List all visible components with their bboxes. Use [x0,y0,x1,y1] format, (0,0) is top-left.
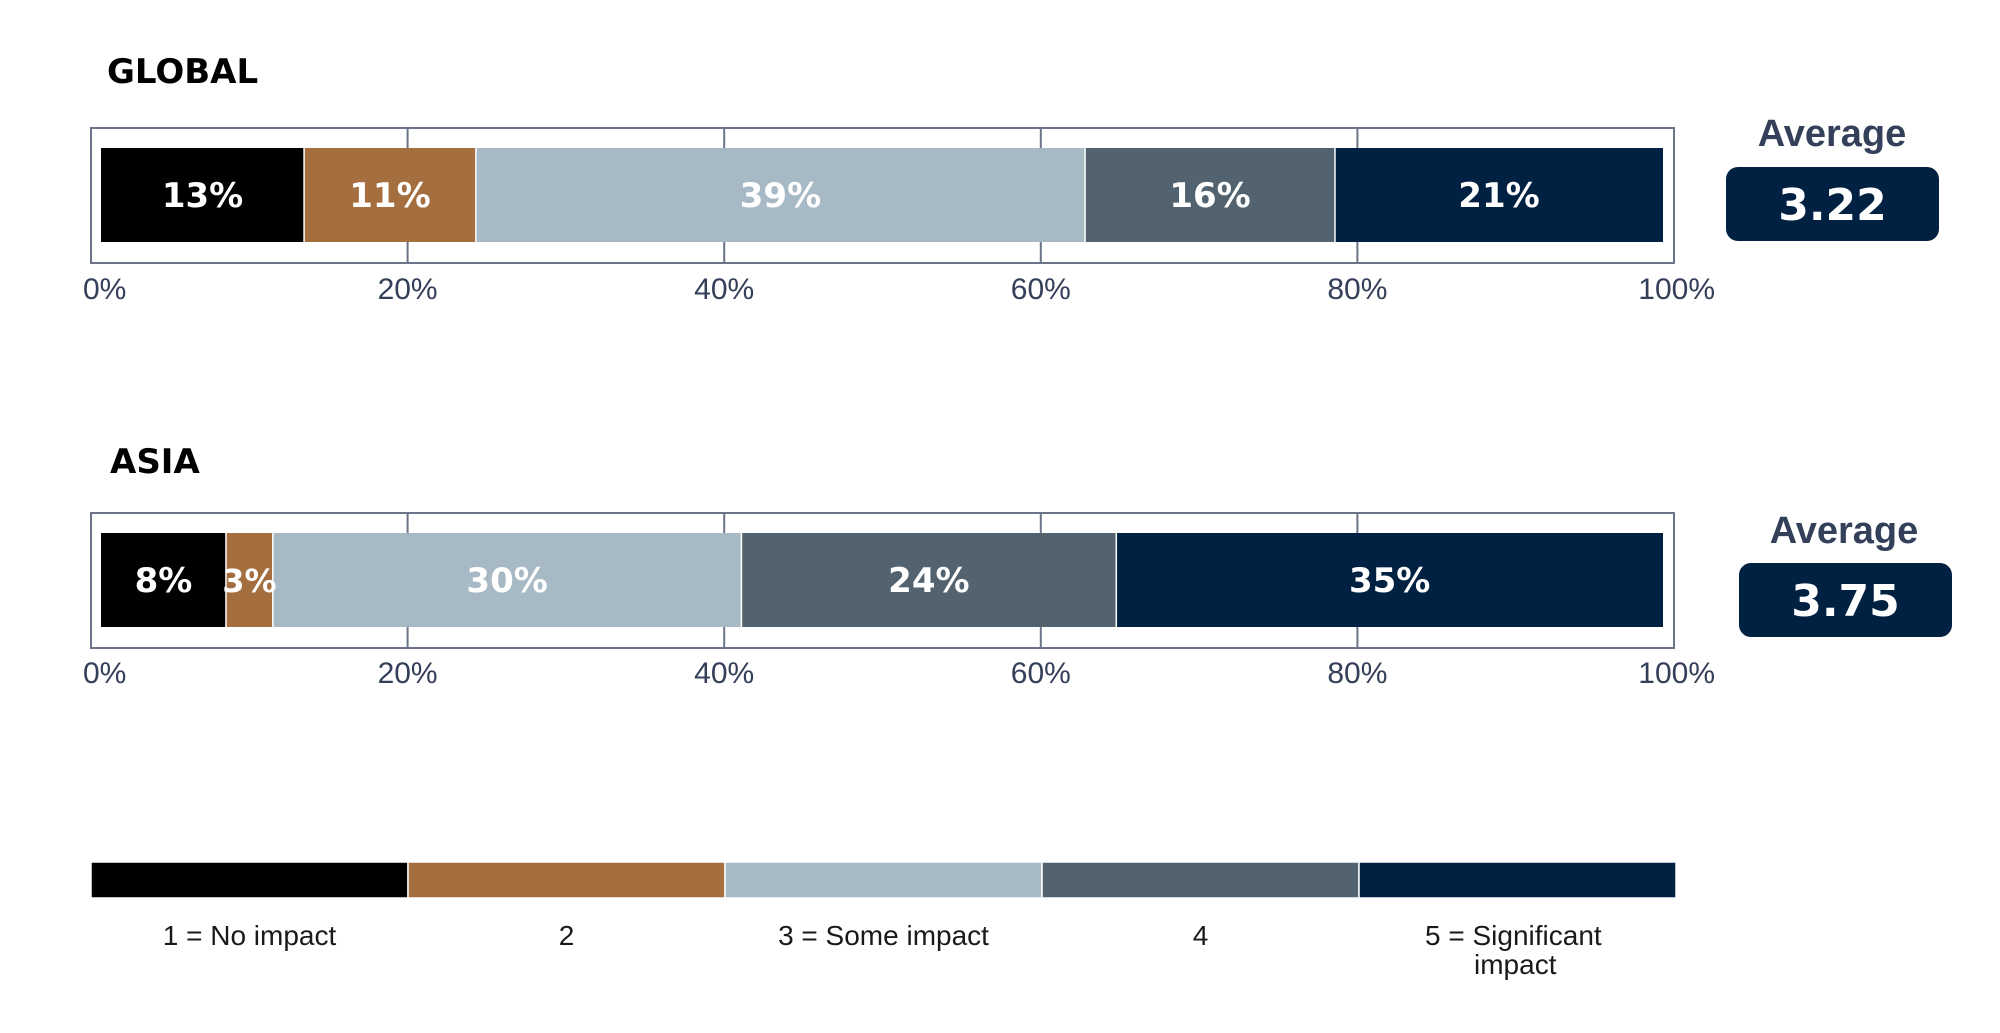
asia-bar-segment [225,533,273,627]
legend-label: 4 [1193,920,1209,951]
global-average-value: 3.22 [1778,180,1887,231]
legend-label: 1 = No impact [163,920,337,951]
asia-x-tick-label: 100% [1638,657,1715,690]
global-x-tick-label: 40% [694,273,754,306]
global-x-tick-label: 100% [1638,273,1715,306]
global-chart-title: GLOBAL [107,52,258,92]
asia-bar-segment [1116,533,1663,627]
asia-x-tick-label: 60% [1011,657,1071,690]
global-x-tick-label: 80% [1327,273,1387,306]
asia-average-value: 3.75 [1791,576,1900,627]
asia-chart-title: ASIA [110,442,200,482]
global-data-label: 16% [1169,176,1250,216]
global-data-label: 13% [162,176,243,216]
legend-swatch [407,861,726,899]
legend-swatch [724,861,1043,899]
global-bar-segment [1085,148,1335,242]
legend-swatch [90,861,409,899]
global-bar-segment [475,148,1086,242]
global-bar-segment [1334,148,1663,242]
legend-swatch [1358,861,1677,899]
global-x-tick-label: 60% [1011,273,1071,306]
legend-label: 2 [559,920,575,951]
global-data-label: 21% [1458,176,1539,216]
asia-bar-segment [741,533,1117,627]
asia-data-label: 35% [1349,561,1430,601]
global-data-label: 39% [740,176,821,216]
global-average-title: Average [1758,113,1907,155]
legend-label: 3 = Some impact [778,920,989,951]
global-chart-frame [90,127,1675,264]
asia-bar-segment [101,533,226,627]
asia-bar-segment [272,533,742,627]
global-data-label: 11% [349,176,430,216]
global-x-tick-label: 20% [378,273,438,306]
asia-x-tick-label: 20% [378,657,438,690]
global-bar-segment [304,148,476,242]
asia-chart-frame [90,512,1675,649]
asia-x-tick-label: 80% [1327,657,1387,690]
asia-data-label: 30% [466,561,547,601]
asia-x-tick-label: 0% [83,657,126,690]
asia-average-title: Average [1770,510,1919,552]
global-average-badge [1726,167,1939,241]
global-x-tick-label: 0% [83,273,126,306]
legend-label: 5 = Significant impact [1425,920,1602,980]
asia-data-label: 3% [222,562,276,600]
asia-data-label: 8% [135,561,193,601]
asia-data-label: 24% [888,561,969,601]
legend-swatch [1041,861,1360,899]
asia-average-badge [1739,563,1952,637]
global-bar-segment [101,148,305,242]
asia-x-tick-label: 40% [694,657,754,690]
